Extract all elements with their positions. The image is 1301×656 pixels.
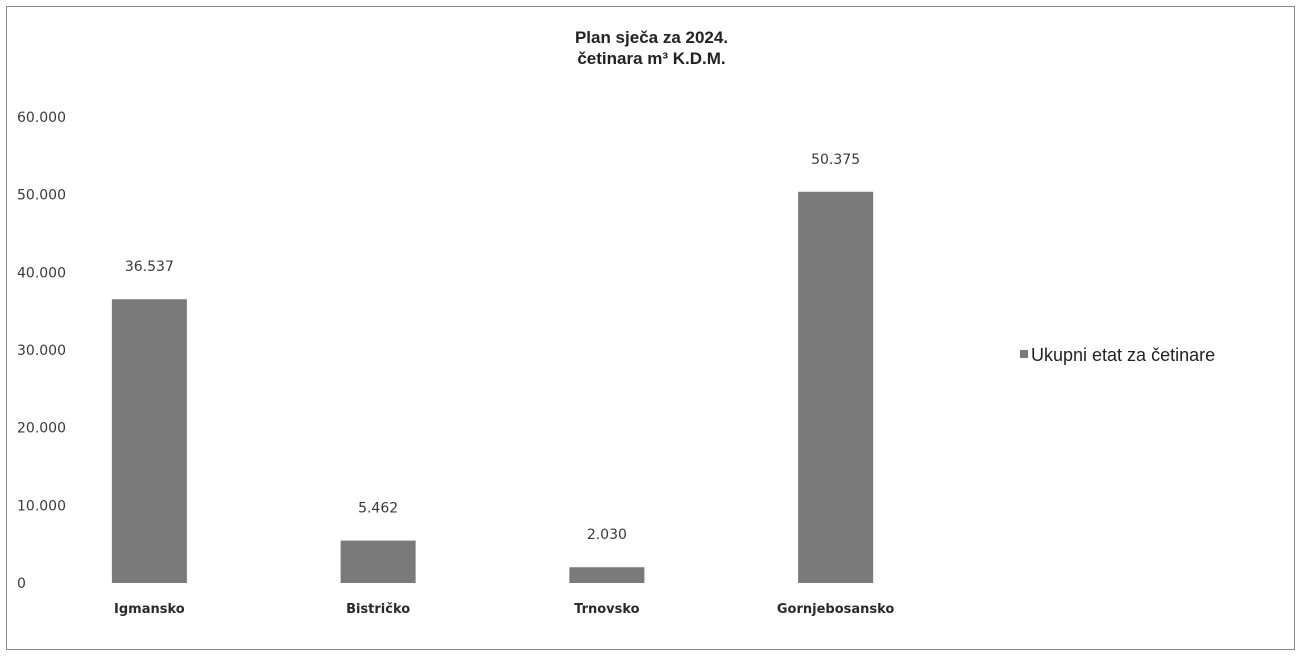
y-tick-label: 10.000 <box>17 498 66 514</box>
bar <box>569 567 645 583</box>
data-label: 36.537 <box>125 259 174 275</box>
chart-frame: Plan sječa za 2024. četinara m³ K.D.M. 0… <box>6 6 1295 650</box>
y-tick-label: 50.000 <box>17 188 66 204</box>
y-axis: 0 10.000 20.000 30.000 40.000 50.000 60.000 <box>17 110 66 592</box>
x-axis: Igmansko Bistričko Trnovsko Gornjebosansko <box>114 602 894 617</box>
bar <box>798 191 874 584</box>
legend-swatch <box>1020 350 1028 358</box>
chart-title-line-2: četinara m³ K.D.M. <box>577 49 726 68</box>
bar <box>111 299 187 583</box>
data-labels: 36.537 5.462 2.030 50.375 <box>125 152 860 543</box>
x-tick-label: Gornjebosansko <box>777 602 895 617</box>
y-tick-label: 40.000 <box>17 265 66 281</box>
x-tick-label: Trnovsko <box>574 602 640 617</box>
legend-label: Ukupni etat za četinare <box>1031 345 1215 365</box>
chart-title: Plan sječa za 2024. četinara m³ K.D.M. <box>7 27 1296 69</box>
chart-title-line-1: Plan sječa za 2024. <box>574 28 729 47</box>
data-label: 2.030 <box>587 527 627 543</box>
x-tick-label: Igmansko <box>114 602 185 617</box>
legend: Ukupni etat za četinare <box>1020 345 1215 365</box>
y-tick-label: 60.000 <box>17 110 66 126</box>
bar-chart: 0 10.000 20.000 30.000 40.000 50.000 60.000 36… <box>17 110 1215 617</box>
data-label: 5.462 <box>358 501 398 517</box>
x-tick-label: Bistričko <box>346 602 410 617</box>
bar <box>340 540 416 583</box>
bars <box>111 191 874 584</box>
y-tick-label: 30.000 <box>17 343 66 359</box>
y-tick-label: 20.000 <box>17 421 66 437</box>
data-label: 50.375 <box>811 152 860 168</box>
y-tick-label: 0 <box>17 576 26 592</box>
